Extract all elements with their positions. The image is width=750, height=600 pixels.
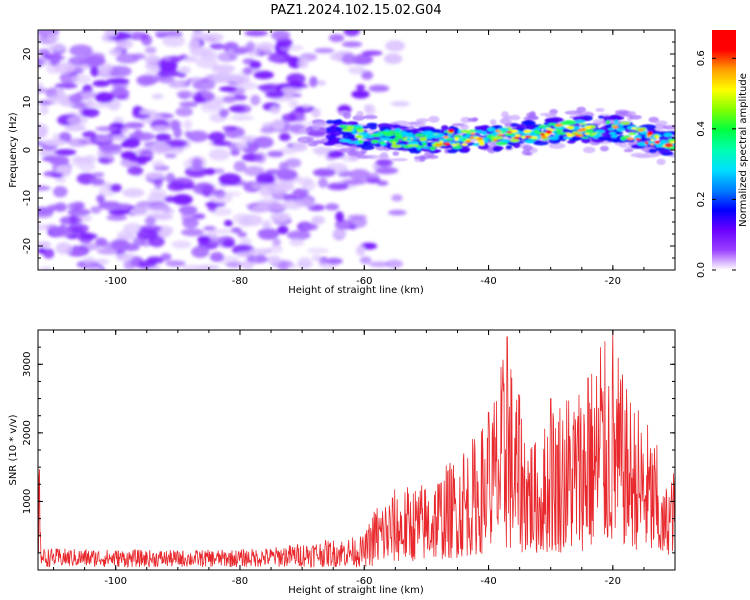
- colorbar: 0.0 0.2 0.4 0.6 Normalized spectral amplitu…: [696, 30, 749, 278]
- y-tick-label: -10: [22, 190, 33, 206]
- y-tick-label: 1000: [22, 489, 33, 514]
- x-tick-label: -80: [232, 276, 248, 287]
- heatmap-y-label: Frequency (Hz): [8, 112, 19, 188]
- x-tick-label: -60: [356, 576, 372, 587]
- y-tick-label: 2000: [22, 420, 33, 445]
- colorbar-tick-label: 0.2: [696, 191, 707, 207]
- x-tick-label: -100: [104, 576, 127, 587]
- x-tick-label: -40: [480, 576, 496, 587]
- x-tick-label: -20: [605, 276, 621, 287]
- colorbar-label: Normalized spectral amplitude: [738, 73, 749, 227]
- figure-title: PAZ1.2024.102.15.02.G04: [270, 3, 441, 18]
- x-tick-label: -40: [480, 276, 496, 287]
- heatmap-x-axis: -100 -80 -60 -40 -20: [53, 30, 676, 287]
- x-tick-label: -100: [104, 276, 127, 287]
- colorbar-tick-label: 0.0: [696, 262, 707, 278]
- heatmap-cells: [38, 30, 675, 270]
- colorbar-tick-label: 0.6: [696, 50, 707, 66]
- colorbar-ticks: 0.0 0.2 0.4 0.6: [696, 50, 736, 278]
- y-tick-label: -20: [22, 238, 33, 254]
- snr-y-label: SNR (10 * v/v): [8, 414, 19, 485]
- snr-x-label: Height of straight line (km): [288, 585, 424, 596]
- y-tick-label: 10: [22, 96, 33, 109]
- snr-panel: -100 -80 -60 -40 -20 1000 2000 3000 Height of …: [8, 329, 676, 596]
- heatmap-y-axis: -20 -10 0 10 20: [22, 29, 675, 271]
- colorbar-tick-label: 0.4: [696, 121, 707, 137]
- snr-y-axis: 1000 2000 3000: [22, 329, 675, 571]
- x-tick-label: -80: [232, 576, 248, 587]
- snr-series-line: [38, 330, 675, 569]
- x-tick-label: -20: [605, 576, 621, 587]
- y-tick-label: 0: [22, 147, 33, 153]
- y-tick-label: 3000: [22, 352, 33, 377]
- heatmap-x-label: Height of straight line (km): [288, 285, 424, 296]
- colorbar-bar: [712, 30, 736, 270]
- snr-x-axis: -100 -80 -60 -40 -20: [53, 330, 676, 587]
- y-tick-label: 20: [22, 48, 33, 61]
- x-tick-label: -60: [356, 276, 372, 287]
